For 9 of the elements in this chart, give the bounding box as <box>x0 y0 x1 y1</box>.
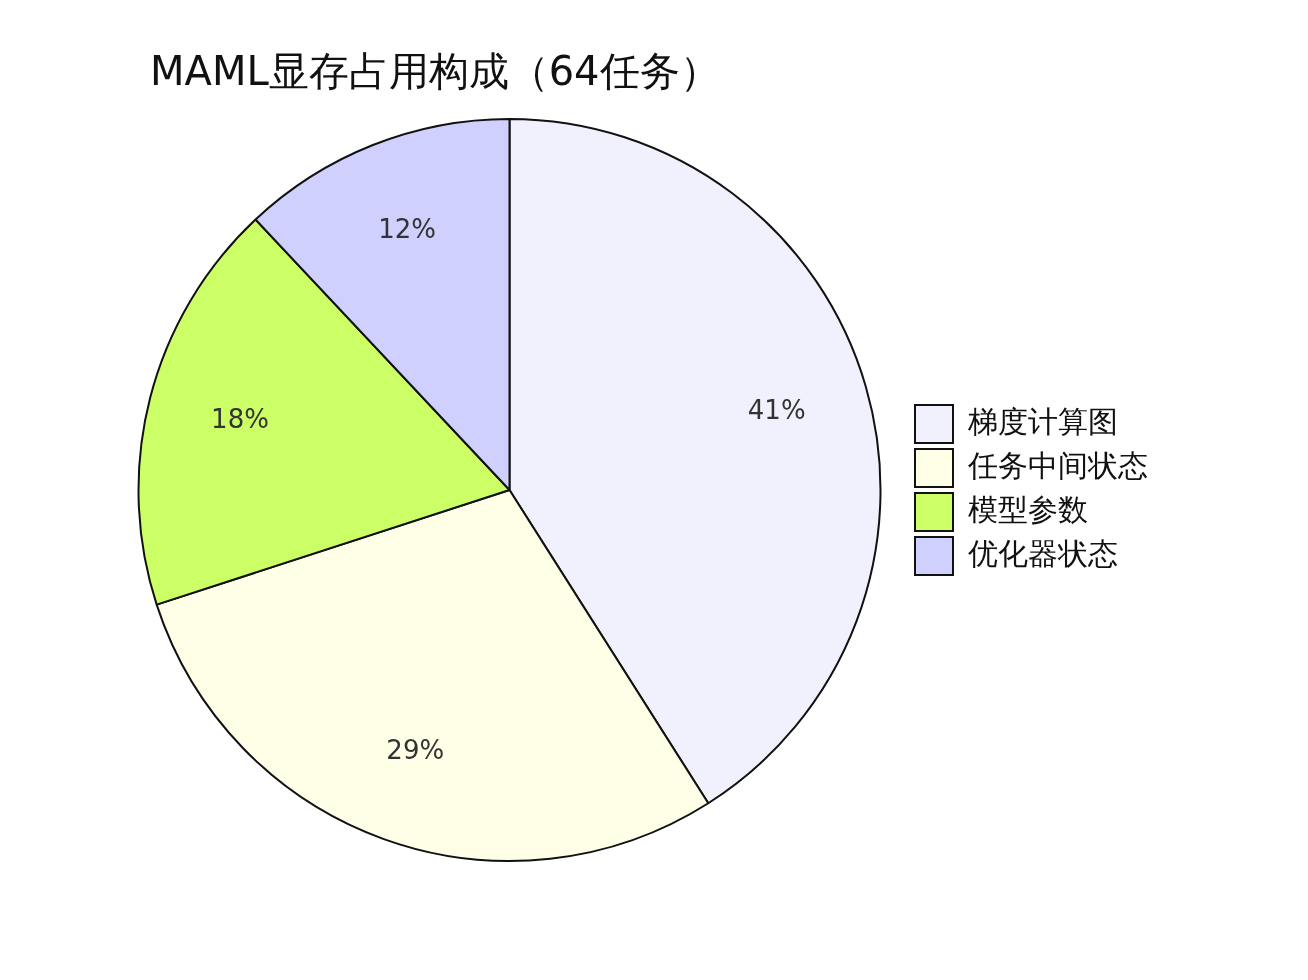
legend-label: 任务中间状态 <box>967 447 1148 483</box>
legend-label: 梯度计算图 <box>967 403 1118 439</box>
data-label: 12% <box>378 214 436 245</box>
data-label: 41% <box>747 395 806 426</box>
legend-label: 模型参数 <box>968 491 1088 527</box>
data-label: 29% <box>386 734 445 765</box>
legend-label: 优化器状态 <box>968 535 1118 571</box>
chart-title: MAML显存占用构成（64任务） <box>150 47 720 96</box>
data-label: 18% <box>211 403 269 434</box>
